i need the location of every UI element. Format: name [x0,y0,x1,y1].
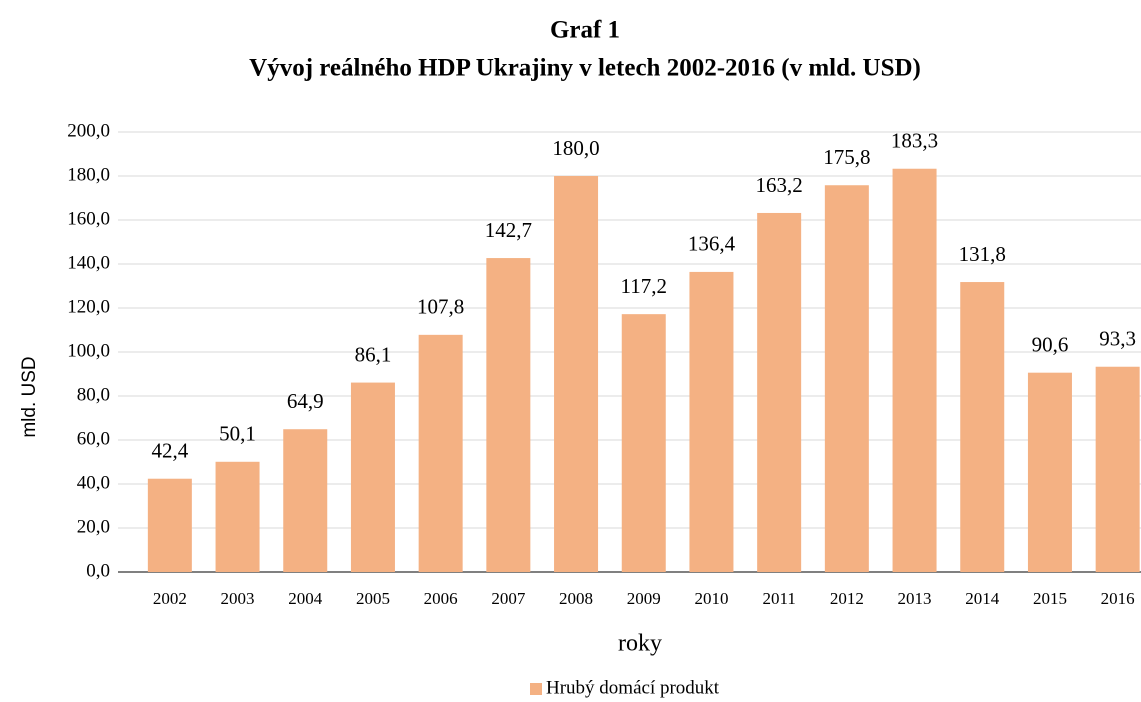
bar [757,212,802,572]
data-label: 107,8 [417,295,464,319]
bar [554,176,599,572]
bar [1095,366,1140,572]
data-label: 180,0 [552,136,599,160]
x-tick-label: 2012 [830,589,864,608]
data-label: 64,9 [287,389,324,413]
legend-swatch [530,683,542,695]
y-tick-label: 160,0 [67,208,110,229]
x-tick-label: 2009 [627,589,661,608]
data-label: 142,7 [485,218,532,242]
x-tick-label: 2011 [762,589,795,608]
bar [418,334,463,572]
x-tick-label: 2010 [694,589,728,608]
bar [215,461,260,572]
bar [147,478,192,572]
data-label: 131,8 [959,242,1006,266]
x-tick-label: 2007 [491,589,526,608]
y-tick-label: 0,0 [86,560,110,581]
data-label: 90,6 [1032,332,1069,356]
y-tick-label: 20,0 [77,516,110,537]
legend-label: Hrubý domácí produkt [546,677,720,698]
data-label: 136,4 [688,232,736,256]
y-tick-label: 100,0 [67,340,110,361]
x-tick-label: 2002 [153,589,187,608]
data-label: 163,2 [756,173,803,197]
bar [824,185,869,573]
y-tick-label: 120,0 [67,296,110,317]
y-tick-label: 80,0 [77,384,110,405]
chart-subtitle: Vývoj reálného HDP Ukrajiny v letech 200… [249,55,921,82]
x-tick-label: 2016 [1101,589,1135,608]
chart-title: Graf 1 [550,17,620,44]
x-tick-label: 2015 [1033,589,1067,608]
data-label: 93,3 [1099,327,1136,351]
data-label: 86,1 [355,342,392,366]
x-tick-label: 2003 [221,589,255,608]
y-tick-label: 60,0 [77,428,110,449]
y-tick-label: 40,0 [77,472,110,493]
x-tick-label: 2006 [424,589,458,608]
data-label: 183,3 [891,129,938,153]
data-label: 175,8 [823,145,870,169]
x-tick-label: 2004 [288,589,323,608]
bar [283,429,328,572]
y-tick-label: 200,0 [67,120,110,141]
x-axis-label: roky [618,631,662,657]
x-tick-label: 2005 [356,589,390,608]
y-tick-label: 140,0 [67,252,110,273]
y-axis-label: mld. USD [19,356,40,437]
bar [689,271,734,572]
bar [892,168,937,573]
data-label: 117,2 [621,274,667,298]
x-tick-label: 2008 [559,589,593,608]
y-tick-label: 180,0 [67,164,110,185]
data-label: 42,4 [151,439,188,463]
bar [621,314,666,572]
bar [486,258,531,572]
data-label: 50,1 [219,422,256,446]
x-tick-label: 2013 [898,589,932,608]
x-tick-label: 2014 [965,589,1000,608]
bar [1027,372,1072,572]
bar [960,282,1005,572]
bar [350,382,395,572]
